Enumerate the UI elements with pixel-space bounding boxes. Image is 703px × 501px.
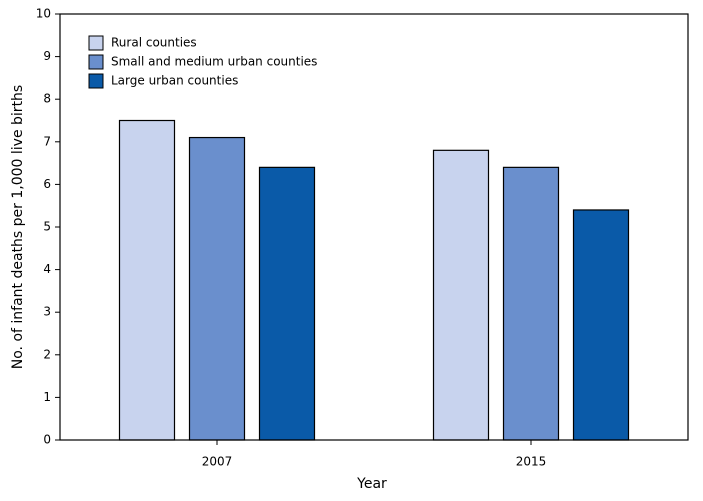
- legend-label: Rural counties: [111, 36, 197, 50]
- plot-frame: [59, 13, 689, 441]
- legend-label: Small and medium urban counties: [111, 55, 317, 69]
- bar: [502, 166, 560, 441]
- bar: [188, 136, 246, 441]
- y-tick-label: 5: [43, 220, 51, 234]
- bar: [258, 166, 316, 441]
- bar: [572, 209, 630, 441]
- x-tick-label: 2015: [516, 455, 547, 469]
- y-tick-label: 0: [43, 433, 51, 447]
- bar: [118, 119, 176, 441]
- y-tick-label: 2: [43, 347, 51, 361]
- x-tick-label: 2007: [202, 455, 233, 469]
- y-tick-label: 10: [36, 7, 51, 21]
- x-axis-title: Year: [356, 476, 387, 492]
- y-tick-label: 6: [43, 177, 51, 191]
- y-tick-label: 8: [43, 92, 51, 106]
- y-tick-label: 1: [43, 390, 51, 404]
- bar: [432, 149, 490, 441]
- y-tick-label: 4: [43, 262, 51, 276]
- y-tick-label: 3: [43, 305, 51, 319]
- y-axis-title: No. of infant deaths per 1,000 live birt…: [10, 85, 26, 369]
- legend-swatch: [88, 73, 104, 89]
- legend-swatch: [88, 35, 104, 51]
- y-tick-label: 7: [43, 134, 51, 148]
- y-tick-label: 9: [43, 49, 51, 63]
- legend-swatch: [88, 54, 104, 70]
- legend-label: Large urban counties: [111, 74, 238, 88]
